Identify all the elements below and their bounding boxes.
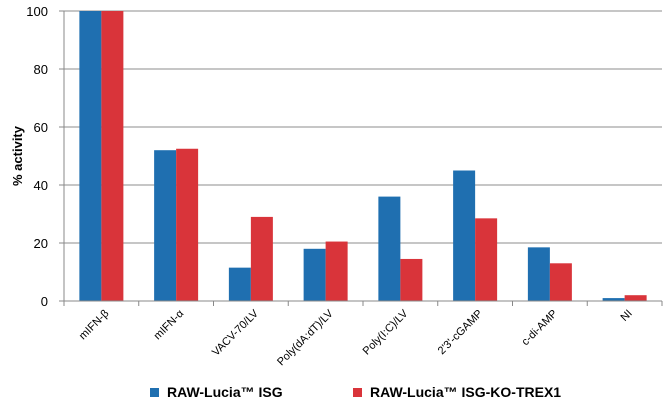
bar-isg-ko-trex1 <box>176 148 199 301</box>
x-axis-ticks: mIFN-β mIFN-α VACV-70/LV Poly(dA:dT)/LV Poly… <box>63 301 663 368</box>
bar-isg <box>79 11 102 301</box>
bar-isg <box>527 247 550 301</box>
x-tick-label: NI <box>618 308 634 324</box>
legend-swatch <box>150 388 159 397</box>
legend-label: RAW-Lucia™ ISG <box>167 384 283 400</box>
x-tick-label: mIFN-α <box>152 307 187 342</box>
bar-isg <box>602 298 625 301</box>
bars <box>79 11 647 301</box>
bar-isg-ko-trex1 <box>325 241 348 301</box>
bar-isg <box>378 196 401 301</box>
legend: RAW-Lucia™ ISG RAW-Lucia™ ISG-KO-TREX1 <box>150 384 561 400</box>
x-tick-label: c-di-AMP <box>520 308 560 348</box>
bar-isg-ko-trex1 <box>101 11 124 301</box>
bar-isg-ko-trex1 <box>400 258 423 301</box>
x-tick-label: Poly(dA:dT)/LV <box>275 307 336 368</box>
y-tick-label: 0 <box>41 294 48 309</box>
x-tick-label: 2'3'-cGAMP <box>436 308 485 357</box>
legend-swatch <box>353 388 362 397</box>
y-tick-label: 100 <box>26 4 48 19</box>
axes <box>63 11 662 302</box>
bar-isg-ko-trex1 <box>624 295 647 301</box>
y-axis-label: % activity <box>10 125 25 186</box>
y-tick-label: 80 <box>34 62 48 77</box>
grid-lines <box>64 10 662 244</box>
y-tick-label: 20 <box>34 236 48 251</box>
legend-label: RAW-Lucia™ ISG-KO-TREX1 <box>370 384 561 400</box>
x-tick-label: VACV-70/LV <box>210 307 261 358</box>
x-tick-label: Poly(I:C)/LV <box>361 307 411 357</box>
bar-isg-ko-trex1 <box>549 263 572 301</box>
bar-isg <box>228 267 251 301</box>
bar-isg <box>154 150 177 301</box>
bar-isg <box>453 170 476 301</box>
y-axis-ticks: 0 20 40 60 80 100 <box>26 4 64 309</box>
bar-isg-ko-trex1 <box>475 218 498 301</box>
y-tick-label: 40 <box>34 178 48 193</box>
bar-isg-ko-trex1 <box>250 216 273 301</box>
y-tick-label: 60 <box>34 120 48 135</box>
x-tick-label: mIFN-β <box>77 308 112 343</box>
bar-isg <box>303 248 326 301</box>
